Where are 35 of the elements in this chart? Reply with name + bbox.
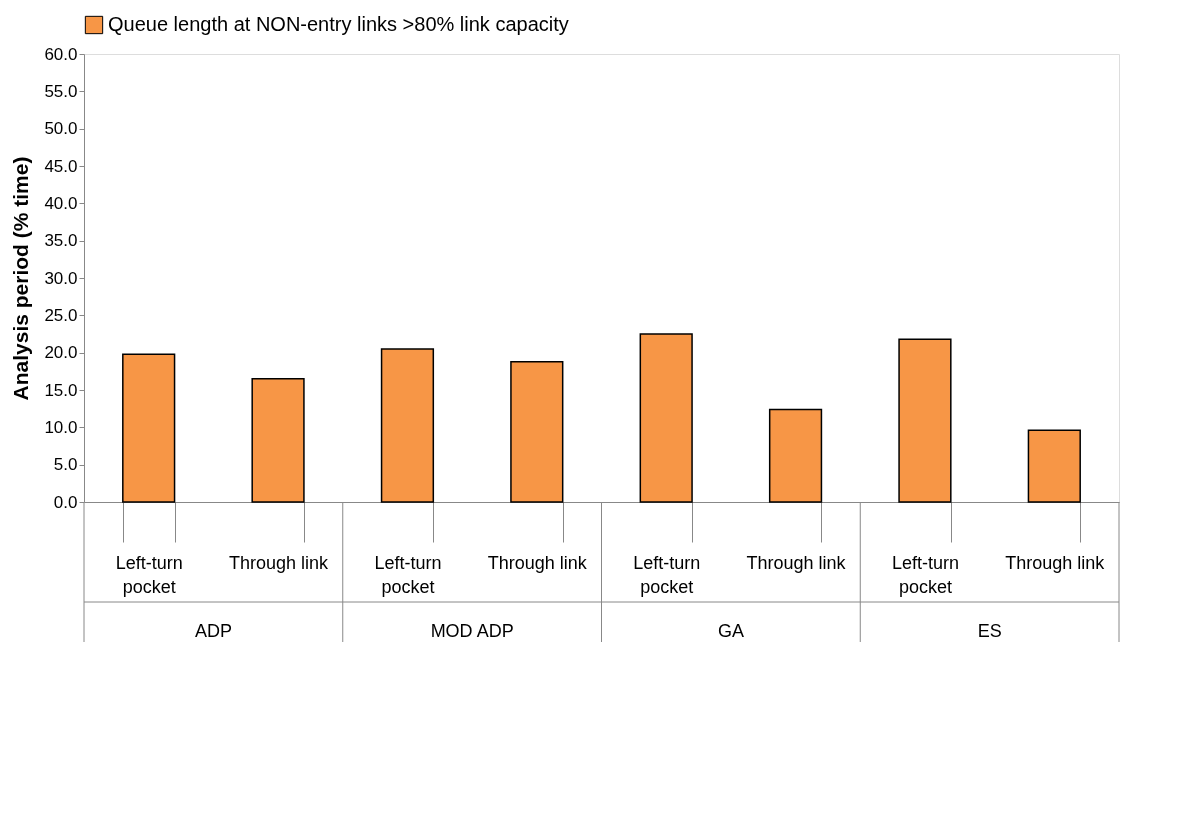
text: MOD ADP: [430, 621, 514, 641]
x-tick-label: Left-turn pocket: [115, 552, 183, 597]
y-tick-label: 30.0: [44, 268, 78, 288]
y-tick-label: 20.0: [44, 343, 78, 363]
x-tick-label: Through link: [1005, 552, 1106, 573]
y-tick-label: 40.0: [44, 193, 78, 213]
text: ES: [977, 621, 1002, 641]
bar: [898, 338, 952, 503]
legend-label: Queue length at NON-entry links >80% link capacity: [108, 13, 569, 35]
y-axis-title: Analysis period (% time): [9, 156, 33, 401]
x-tick-label: Left-turn pocket: [891, 552, 959, 597]
bar: [510, 360, 564, 503]
bar: [251, 378, 305, 503]
y-tick-label: 35.0: [44, 231, 78, 251]
bar: [639, 333, 693, 503]
bar: [122, 353, 176, 503]
text: GA: [717, 621, 744, 641]
x-tick-label: Through link: [487, 552, 588, 573]
y-tick-label: 10.0: [44, 417, 78, 437]
bar: [768, 408, 823, 503]
x-tick-label: Left-turn pocket: [374, 552, 442, 597]
text: ADP: [194, 621, 232, 641]
bar: [1027, 429, 1081, 503]
y-tick-label: 50.0: [44, 119, 78, 139]
bar: [380, 348, 435, 503]
y-tick-label: 45.0: [44, 156, 78, 176]
y-tick-label: 25.0: [44, 305, 78, 325]
y-tick-label: 55.0: [44, 81, 78, 101]
x-tick-label: Through link: [746, 552, 847, 573]
y-tick-label: 0.0: [53, 492, 78, 512]
y-tick-label: 15.0: [44, 380, 78, 400]
x-tick-label: Left-turn pocket: [633, 552, 701, 597]
y-tick-label: 5.0: [53, 455, 78, 475]
y-tick-label: 60.0: [44, 44, 78, 64]
x-tick-label: Through link: [229, 552, 330, 573]
